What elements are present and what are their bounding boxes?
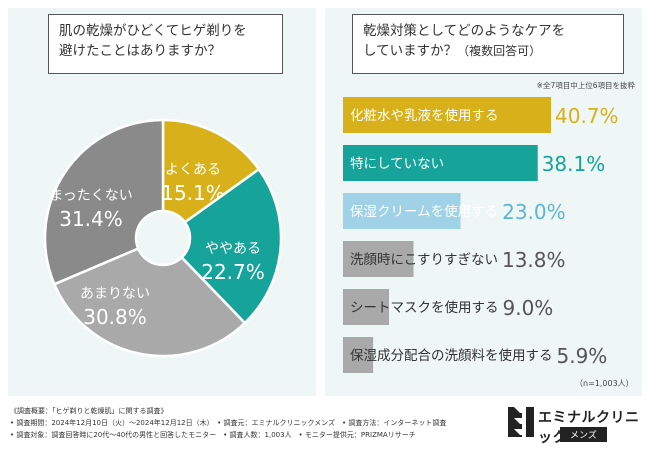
sample-size-note: （n=1,003人） — [575, 379, 634, 388]
donut-slice — [43, 118, 165, 286]
bar — [343, 193, 461, 229]
logo-name: エミナルクリニック — [538, 410, 640, 446]
bar-value-label: 23.0% — [502, 200, 566, 224]
bar-category-label: 保湿クリームを使用する — [350, 203, 498, 220]
donut-slice-label: あまりない — [80, 286, 150, 302]
bar-value-label: 5.9% — [557, 344, 608, 368]
left-question-line2: 避けたことはありますか？ — [59, 43, 221, 59]
logo-sub: メンズ — [560, 427, 607, 442]
donut-slice-value: 31.4% — [59, 207, 123, 231]
donut-slice-label: よくある — [165, 162, 221, 178]
footer-line2: • 調査期間：2024年12月10日（火）〜2024年12月12日（木） • 調… — [10, 419, 447, 427]
bar-category-label: 特にしていない — [350, 156, 444, 172]
donut-slice — [161, 118, 261, 225]
donut-slice-label: ややある — [205, 241, 261, 257]
donut-slice-value: 22.7% — [201, 260, 265, 284]
bar-category-label: シートマスクを使用する — [350, 299, 499, 316]
bar-category-label: 洗顔時にこすりすぎない — [350, 252, 498, 268]
bar — [343, 97, 551, 133]
bar — [343, 337, 374, 373]
footer: 《調査概要：「ヒゲ剃りと乾燥肌」に関する調査》 • 調査期間：2024年12月1… — [0, 398, 650, 450]
bar-value-label: 13.8% — [502, 248, 566, 272]
left-question-box: 肌の乾燥がひどくてヒゲ剃りを 避けたことはありますか？ — [48, 14, 283, 74]
left-question-line1: 肌の乾燥がひどくてヒゲ剃りを — [59, 23, 247, 39]
bar-category-label: 化粧水や乳液を使用する — [350, 107, 499, 124]
donut-slice — [52, 246, 247, 358]
bar — [343, 145, 538, 181]
bar-category-label: 保湿成分配合の洗顔料を使用する — [350, 347, 553, 364]
donut-slice-value: 30.8% — [83, 305, 147, 329]
bar — [343, 289, 389, 325]
excerpt-note: ※全7項目中上位6項目を抜粋 — [536, 81, 635, 90]
right-question-line1: 乾燥対策としてどのようなケアを — [363, 23, 566, 39]
donut-slice — [179, 167, 283, 325]
right-question-box: 乾燥対策としてどのようなケアを していますか？（複数回答可） — [352, 14, 624, 74]
logo-mark-icon — [508, 407, 534, 437]
footer-line3: • 調査対象：調査回答時に20代〜40代の男性と回答したモニター • 調査人数：… — [10, 431, 416, 439]
right-question-line2-main: していますか？ — [363, 43, 458, 59]
right-question-line2: していますか？（複数回答可） — [363, 41, 613, 61]
bar-value-label: 40.7% — [555, 104, 619, 128]
bar-value-label: 38.1% — [542, 152, 606, 176]
bar-value-label: 9.0% — [503, 296, 554, 320]
footer-line1: 《調査概要：「ヒゲ剃りと乾燥肌」に関する調査》 — [10, 407, 168, 415]
right-question-line2-sub: （複数回答可） — [457, 44, 542, 58]
bar — [343, 241, 414, 277]
donut-slice-label: まったくない — [49, 188, 132, 204]
